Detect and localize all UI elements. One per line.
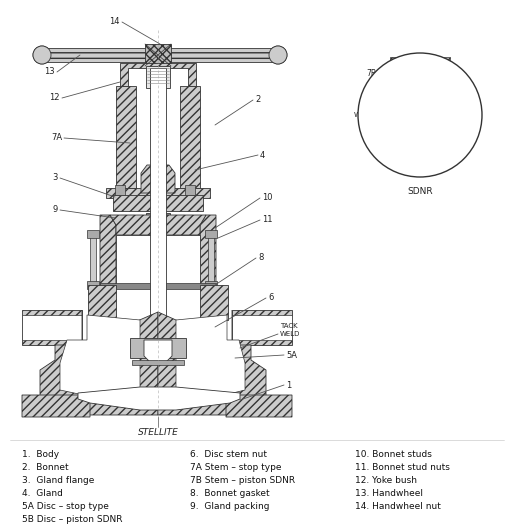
Circle shape [358, 53, 482, 177]
Bar [90, 235, 96, 285]
Bar [88, 285, 116, 320]
Text: WELD: WELD [354, 112, 374, 118]
Bar [42, 48, 278, 62]
Bar [208, 235, 214, 285]
Text: 13: 13 [44, 68, 55, 77]
Bar [22, 310, 82, 345]
Polygon shape [158, 310, 266, 415]
Bar [116, 86, 136, 188]
Polygon shape [40, 310, 158, 415]
Text: 7B Stem – piston SDNR: 7B Stem – piston SDNR [190, 476, 295, 485]
Text: 7A: 7A [51, 134, 62, 143]
Bar [232, 310, 292, 345]
Bar [232, 315, 292, 340]
Bar [185, 185, 195, 195]
Bar [115, 185, 125, 195]
Bar [106, 188, 210, 198]
Bar [116, 235, 200, 285]
Text: 6: 6 [268, 294, 273, 303]
Text: 10. Bonnet studs: 10. Bonnet studs [355, 450, 432, 459]
Text: 5B Disc – piston SDNR: 5B Disc – piston SDNR [22, 515, 122, 524]
Text: 9: 9 [53, 205, 58, 214]
Text: 1.  Body: 1. Body [22, 450, 59, 459]
Bar [87, 281, 99, 289]
Bar [22, 315, 82, 340]
Text: 8.  Bonnet gasket: 8. Bonnet gasket [190, 489, 270, 498]
Text: 14. Handwheel nut: 14. Handwheel nut [355, 502, 441, 511]
Text: 5A Disc – stop type: 5A Disc – stop type [22, 502, 109, 511]
Text: 2: 2 [255, 96, 260, 105]
Bar [100, 283, 216, 289]
Bar [145, 44, 171, 66]
Text: 1: 1 [286, 381, 291, 390]
Bar [205, 281, 217, 289]
Bar [200, 285, 228, 320]
Bar [113, 195, 203, 211]
Text: 4.  Gland: 4. Gland [22, 489, 63, 498]
Text: 13. Handwheel: 13. Handwheel [355, 489, 423, 498]
Text: 11: 11 [262, 215, 272, 224]
Circle shape [33, 46, 51, 64]
Bar [430, 57, 450, 95]
Bar [398, 121, 442, 137]
Polygon shape [200, 215, 216, 285]
Bar [180, 86, 200, 188]
Bar [150, 68, 166, 345]
Circle shape [33, 46, 51, 64]
Text: 2.  Bonnet: 2. Bonnet [22, 463, 69, 472]
Bar [205, 230, 217, 238]
Polygon shape [120, 63, 196, 86]
Bar [400, 95, 440, 109]
Text: SDNR: SDNR [407, 187, 433, 196]
Text: STELLITE: STELLITE [138, 428, 178, 437]
Text: 9.  Gland packing: 9. Gland packing [190, 502, 269, 511]
Bar [148, 320, 168, 334]
Polygon shape [22, 395, 90, 417]
Bar [442, 121, 458, 137]
Bar [390, 57, 410, 95]
Polygon shape [60, 315, 140, 407]
Text: 7A Stem – stop type: 7A Stem – stop type [190, 463, 282, 472]
Bar [132, 360, 184, 365]
Bar [412, 57, 428, 107]
Polygon shape [144, 340, 172, 362]
Text: 3.  Gland flange: 3. Gland flange [22, 476, 95, 485]
Text: TACK
WELD: TACK WELD [280, 324, 300, 336]
Polygon shape [78, 387, 240, 410]
Polygon shape [110, 215, 206, 235]
Circle shape [269, 46, 287, 64]
Bar [406, 137, 434, 147]
Bar [410, 95, 430, 109]
Text: 4: 4 [260, 150, 265, 159]
Polygon shape [226, 395, 292, 417]
Polygon shape [100, 215, 116, 285]
Text: 5B: 5B [366, 128, 376, 137]
Polygon shape [141, 165, 175, 193]
Circle shape [269, 46, 287, 64]
Text: 10: 10 [262, 193, 272, 203]
Text: 12: 12 [49, 93, 60, 102]
Text: 11. Bonnet stud nuts: 11. Bonnet stud nuts [355, 463, 450, 472]
Bar [146, 213, 170, 231]
Text: 6.  Disc stem nut: 6. Disc stem nut [190, 450, 267, 459]
Bar [87, 230, 99, 238]
Text: 8: 8 [258, 253, 263, 262]
Bar [146, 66, 170, 88]
Polygon shape [176, 315, 245, 407]
Text: 12. Yoke bush: 12. Yoke bush [355, 476, 417, 485]
Bar [382, 121, 398, 137]
Bar [392, 109, 448, 121]
Bar [130, 338, 186, 358]
Text: 3: 3 [52, 174, 58, 183]
Text: 7B: 7B [366, 69, 376, 78]
Text: 14: 14 [109, 17, 120, 26]
Text: 5A: 5A [286, 351, 297, 360]
